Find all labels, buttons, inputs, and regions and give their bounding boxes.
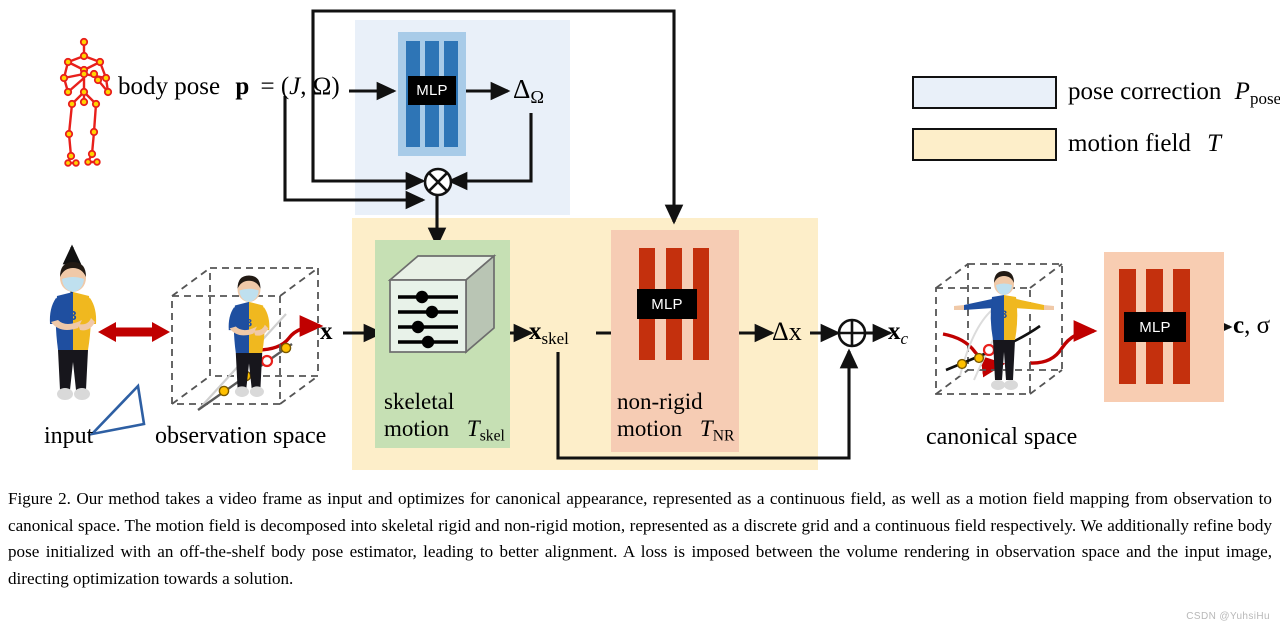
skeletal-motion-symbol-sub: skel [479, 427, 505, 445]
csdn-watermark: CSDN @YuhsiHu [1186, 611, 1270, 622]
nonrigid-motion-symbol: T [699, 416, 713, 441]
svg-text:3: 3 [246, 318, 252, 330]
output-c: c [1233, 312, 1245, 339]
body-pose-eq: = ( [260, 73, 290, 100]
mlp-chip-label: MLP [416, 82, 448, 99]
legend-pose-correction-text: pose correction [1068, 78, 1222, 105]
x-skel-text: x [529, 318, 542, 345]
x-skel-subscript: skel [541, 328, 569, 348]
output-sigma: σ [1256, 312, 1271, 339]
mlp-chip-label-nonrigid: MLP [651, 295, 683, 313]
figure-canvas: body pose p = (J, Ω) MLP ΔΩ 3 [44, 9, 1280, 470]
legend-label-pose-correction: pose correction Ppose [1068, 78, 1280, 109]
discrete-grid-cube-icon [387, 254, 497, 354]
observation-space-text: observation space [155, 423, 327, 449]
svg-text:3: 3 [69, 308, 76, 323]
body-pose-J: J [289, 73, 301, 100]
body-pose-skeleton-icon [59, 37, 113, 167]
body-pose-comma: , [300, 73, 313, 100]
x-skel-label: xskel [529, 318, 569, 349]
legend-motion-field-text: motion field [1068, 130, 1191, 157]
nonrigid-motion-label: non-rigid motion TNR [617, 388, 734, 449]
mlp-chip-label-render: MLP [1139, 318, 1171, 336]
double-arrow-red [98, 322, 170, 342]
caption-line-4: pose estimator, leading to better alignm… [311, 542, 1272, 561]
legend-swatch-pose-correction [912, 76, 1057, 109]
figure-caption: Figure 2. Our method takes a video frame… [8, 486, 1272, 592]
legend-swatch-motion-field [912, 128, 1057, 161]
mlp-red-bar-3 [693, 248, 709, 360]
legend-motion-field-symbol: T [1207, 130, 1222, 157]
x-text: x [320, 318, 333, 345]
body-pose-text: body pose [118, 73, 221, 100]
legend-pose-correction-symbol: P [1234, 78, 1250, 105]
caption-line-1: Figure 2. Our method takes a video frame… [8, 489, 961, 508]
input-label: input [44, 423, 93, 450]
input-text: input [44, 423, 94, 449]
x-c-label: xc [888, 318, 908, 349]
plus-circle-operator [837, 318, 867, 348]
pose-correction-mlp-chip: MLP [408, 76, 456, 105]
render-mlp-chip: MLP [1124, 312, 1186, 342]
caption-line-5: directing optimization towards a solutio… [8, 568, 294, 588]
legend-label-motion-field: motion field T [1068, 130, 1221, 158]
skeletal-motion-symbol: T [466, 416, 480, 441]
nonrigid-motion-line2: motion [617, 416, 683, 441]
camera-frustum-icon [88, 383, 146, 437]
output-comma: , [1244, 312, 1257, 339]
skeletal-motion-line2: motion [384, 416, 450, 441]
svg-text:3: 3 [1001, 309, 1007, 321]
x-label: x [320, 318, 333, 346]
delta-omega-label: ΔΩ [513, 74, 544, 108]
body-pose-label: body pose p = (J, Ω) [118, 73, 340, 101]
omega-subscript: Ω [530, 87, 545, 108]
nonrigid-mlp-chip: MLP [637, 289, 697, 319]
x-c-subscript: c [900, 328, 909, 348]
canonical-space-label: canonical space [926, 424, 1077, 451]
skeletal-motion-line1: skeletal [384, 389, 455, 414]
legend-pose-correction-symbol-sub: pose [1249, 88, 1280, 108]
body-pose-close: ) [331, 73, 340, 100]
caption-line-3: represented as a discrete grid and a con… [8, 515, 1272, 562]
skeletal-motion-label: skeletal motion Tskel [384, 388, 505, 449]
delta-x-label: Δx [772, 317, 802, 347]
input-person-image: 3 [49, 262, 97, 400]
delta-symbol: Δ [513, 74, 531, 104]
nonrigid-motion-symbol-sub: NR [712, 427, 735, 445]
caption-line-2: a motion field mapping from observation … [8, 489, 1272, 535]
nonrigid-motion-line1: non-rigid [617, 389, 703, 414]
observation-space-label: observation space [155, 423, 326, 450]
observation-space-person: 3 [228, 275, 270, 397]
canonical-space-person: 3 [954, 271, 1054, 390]
canonical-space-text: canonical space [926, 424, 1078, 450]
body-pose-p: p [235, 73, 250, 100]
output-c-sigma-label: c, σ [1233, 312, 1270, 340]
delta-x-text: Δx [772, 317, 802, 346]
x-c-text: x [888, 318, 901, 345]
tensor-product-operator [423, 167, 453, 197]
body-pose-omega: Ω [312, 73, 332, 100]
